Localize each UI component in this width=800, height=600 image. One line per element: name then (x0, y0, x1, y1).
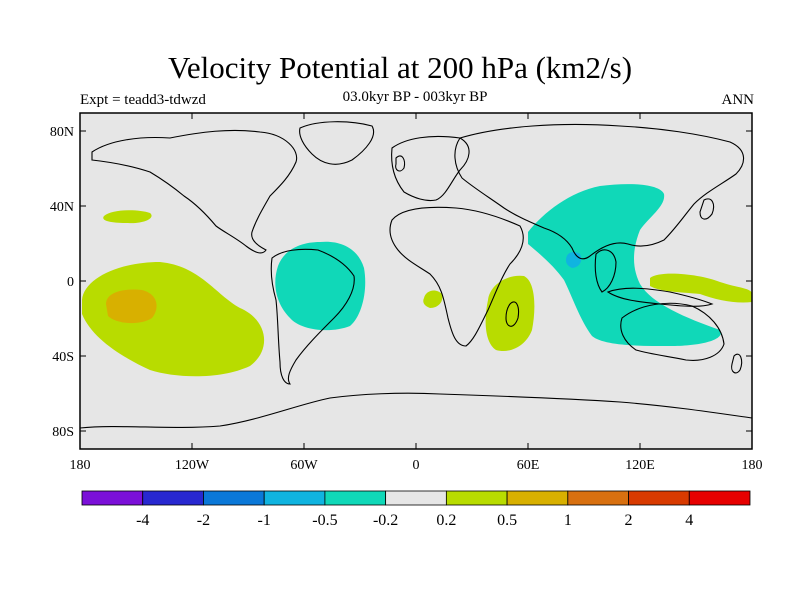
colorbar-swatch (203, 490, 265, 506)
coast-new-zealand (731, 353, 743, 374)
colorbar-swatch (445, 490, 508, 506)
colorbar-swatch (688, 490, 751, 506)
coast-europe (391, 135, 470, 202)
coast-greenland (299, 121, 374, 165)
lat-tick-label: 80N (50, 125, 74, 140)
coast-south-america (270, 248, 355, 385)
colorbar-label: 4 (685, 512, 693, 529)
coast-antarctica (79, 392, 753, 429)
positive-anomaly-north-pacific (103, 210, 152, 224)
positive-anomaly-west-pacific (650, 273, 752, 303)
negative-anomaly-indian-ocean (528, 184, 721, 346)
lon-tick-label: 60E (517, 458, 540, 473)
colorbar-swatch (628, 490, 690, 506)
lon-tick-label: 180 (742, 458, 763, 473)
coast-africa (389, 206, 524, 347)
colorbar-label: -0.2 (373, 512, 398, 529)
coastlines (79, 121, 753, 429)
colorbar-label: 0.2 (436, 512, 456, 529)
positive-anomaly-east-africa (485, 275, 535, 352)
colorbar-swatch (81, 490, 144, 506)
map-axes: 80N 40N 0 40S 80S 180 120W 60W 0 60E 120E 180 (50, 113, 763, 473)
period-label: 03.0kyr BP - 003kyr BP (342, 89, 488, 105)
lon-tick-label: 60W (290, 458, 318, 473)
colorbar-label: 1 (564, 512, 572, 529)
coast-indochina (594, 249, 617, 293)
lon-tick-label: 0 (413, 458, 420, 473)
colorbar: -4 -2 -1 -0.5 -0.2 0.2 0.5 1 2 4 (81, 490, 751, 529)
colorbar-label: -2 (197, 512, 210, 529)
lon-tick-label: 180 (70, 458, 91, 473)
positive-anomaly-pacific-core (106, 289, 157, 324)
coast-asia (454, 123, 745, 260)
lat-tick-label: 40S (52, 350, 74, 365)
colorbar-swatch (385, 490, 447, 506)
colorbar-swatch (506, 490, 569, 506)
plot-title: Velocity Potential at 200 hPa (km2/s) (167, 50, 633, 85)
colorbar-label: 0.5 (497, 512, 517, 529)
colorbar-label: -0.5 (312, 512, 337, 529)
colorbar-label: 2 (625, 512, 633, 529)
colorbar-label: -4 (136, 512, 149, 529)
colorbar-swatch (263, 490, 326, 506)
coast-madagascar (505, 301, 520, 327)
colorbar-label: -1 (258, 512, 271, 529)
lat-tick-label: 80S (52, 425, 74, 440)
coast-britain (395, 155, 406, 172)
coast-japan (699, 198, 715, 220)
coast-north-america (91, 129, 298, 254)
lon-tick-label: 120E (625, 458, 655, 473)
colorbar-swatch (142, 490, 204, 506)
lat-tick-label: 0 (67, 275, 74, 290)
coast-indonesia (606, 287, 714, 307)
coast-australia (620, 302, 725, 361)
season-label: ANN (721, 92, 755, 108)
lon-tick-label: 120W (175, 458, 210, 473)
experiment-label: Expt = teadd3-tdwzd (80, 92, 206, 108)
colorbar-swatch (567, 490, 629, 506)
lat-tick-label: 40N (50, 200, 74, 215)
positive-anomaly-west-africa (423, 290, 443, 308)
colorbar-swatch (324, 490, 387, 506)
